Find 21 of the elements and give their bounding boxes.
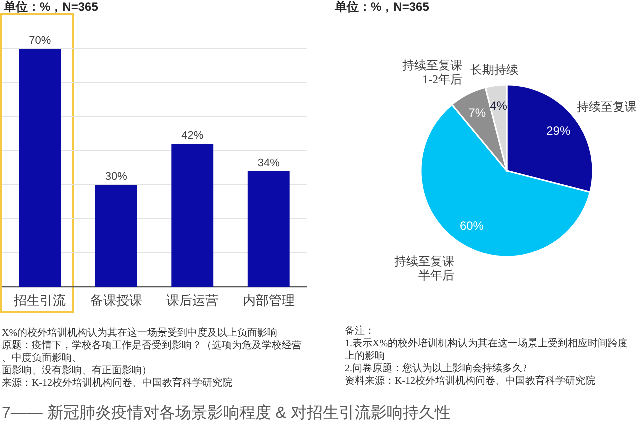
subtitle: 单位：%，N=365: [335, 0, 430, 14]
value-label: 29%: [546, 124, 571, 138]
value-label: 30%: [105, 171, 128, 183]
category-label: 持续至复课半年后: [394, 254, 454, 283]
note: 备注： 1.表示X%的校外培训机构认为其在这一场景上受到相应时间跨度上的影响 2.问卷原题：您认为以上影响会持续多久? 资料来源：K-12校外培训机构问卷、中国教育科学研究院: [345, 326, 628, 387]
value-label: 70%: [29, 35, 52, 47]
value-label: 7%: [468, 106, 486, 120]
category-label: 备课授课: [90, 293, 142, 308]
value-label: 60%: [460, 219, 484, 234]
category-label: 内部管理: [242, 293, 295, 308]
title: 7—— 新冠肺炎疫情对各场景影响程度 & 对招生引流影响持久性: [2, 405, 451, 422]
category-label: 课后运营: [166, 293, 219, 308]
category-label: 长期持续: [470, 62, 519, 77]
category-label: 持续至复课: [577, 100, 637, 114]
value-label: 4%: [490, 99, 508, 114]
note: X%的校外培训机构认为其在这一场景受到中度及以上负面影响 原题：疫情下，学校各项工作是否受到影响？（选项为危及学校经营、中度负面影响、 面影响、没有影响、有正面影响） 来源：K-12校外培训机构问卷、中国教育科学研究院: [2, 328, 302, 389]
value-label: 34%: [258, 157, 280, 170]
category-label: 招生引流: [14, 293, 66, 308]
category-label: 持续至复课1-2年后: [402, 58, 462, 87]
value-label: 42%: [182, 130, 204, 142]
subtitle: 单位：%，N=365: [4, 0, 98, 14]
